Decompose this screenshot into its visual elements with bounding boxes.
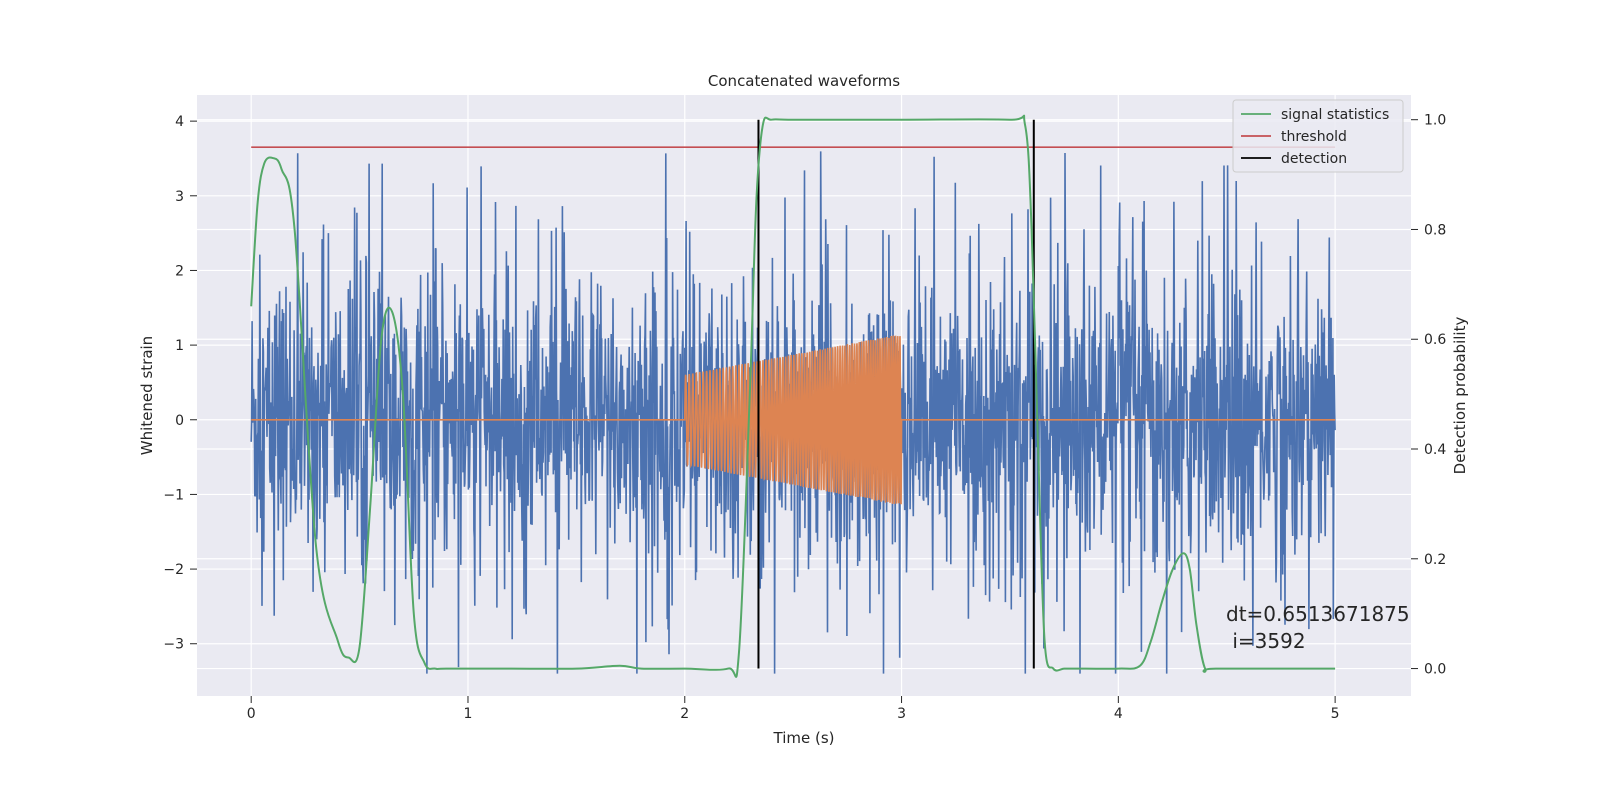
y-tick-label-left: 0	[175, 413, 184, 429]
y-tick-label-right: 0.8	[1424, 222, 1446, 238]
x-tick-label: 2	[680, 706, 689, 722]
y-tick-label-right: 0.4	[1424, 442, 1446, 458]
y-tick-label-left: 3	[175, 189, 184, 205]
x-tick-label: 4	[1114, 706, 1123, 722]
x-axis-label: Time (s)	[773, 729, 835, 747]
whitened-strain-series	[250, 151, 1336, 674]
y-tick-label-left: 2	[175, 263, 184, 279]
x-tick-label: 0	[247, 706, 256, 722]
chart-title: Concatenated waveforms	[708, 72, 900, 90]
legend-label-threshold: threshold	[1281, 129, 1347, 145]
annotation-dt: dt=0.6513671875	[1226, 602, 1410, 626]
y-tick-label-left: −1	[163, 487, 184, 503]
y-tick-label-right: 0.0	[1424, 662, 1446, 678]
y-tick-label-left: −2	[163, 562, 184, 578]
y-tick-label-left: −3	[163, 637, 184, 653]
annotation-index: i=3592	[1226, 629, 1306, 653]
x-tick-label: 5	[1331, 706, 1340, 722]
y-tick-label-left: 4	[175, 114, 184, 130]
y-tick-label-right: 1.0	[1424, 113, 1446, 129]
legend-label-signal-statistics: signal statistics	[1281, 107, 1389, 123]
x-tick-label: 3	[897, 706, 906, 722]
data-layer	[250, 114, 1336, 678]
y-tick-label-left: 1	[175, 338, 184, 354]
injected-waveform-series	[251, 335, 1336, 505]
legend-box	[1232, 99, 1404, 173]
y-tick-label-right: 0.2	[1424, 552, 1446, 568]
legend-label-detection: detection	[1281, 151, 1347, 167]
y-axis-label-right: Detection probability	[1451, 317, 1469, 475]
legend: signal statistics threshold detection	[1232, 99, 1404, 173]
x-tick-label: 1	[464, 706, 473, 722]
y-tick-label-right: 0.6	[1424, 332, 1446, 348]
y-axis-label-left: Whitened strain	[138, 336, 156, 455]
tick-labels: 0 1 2 3 4 5 −3 −2 −1 0 1 2 3 4 0.0 0.2 0.4 0.6 0.8 1.0	[163, 113, 1446, 722]
signal-statistics-series	[250, 114, 1336, 678]
